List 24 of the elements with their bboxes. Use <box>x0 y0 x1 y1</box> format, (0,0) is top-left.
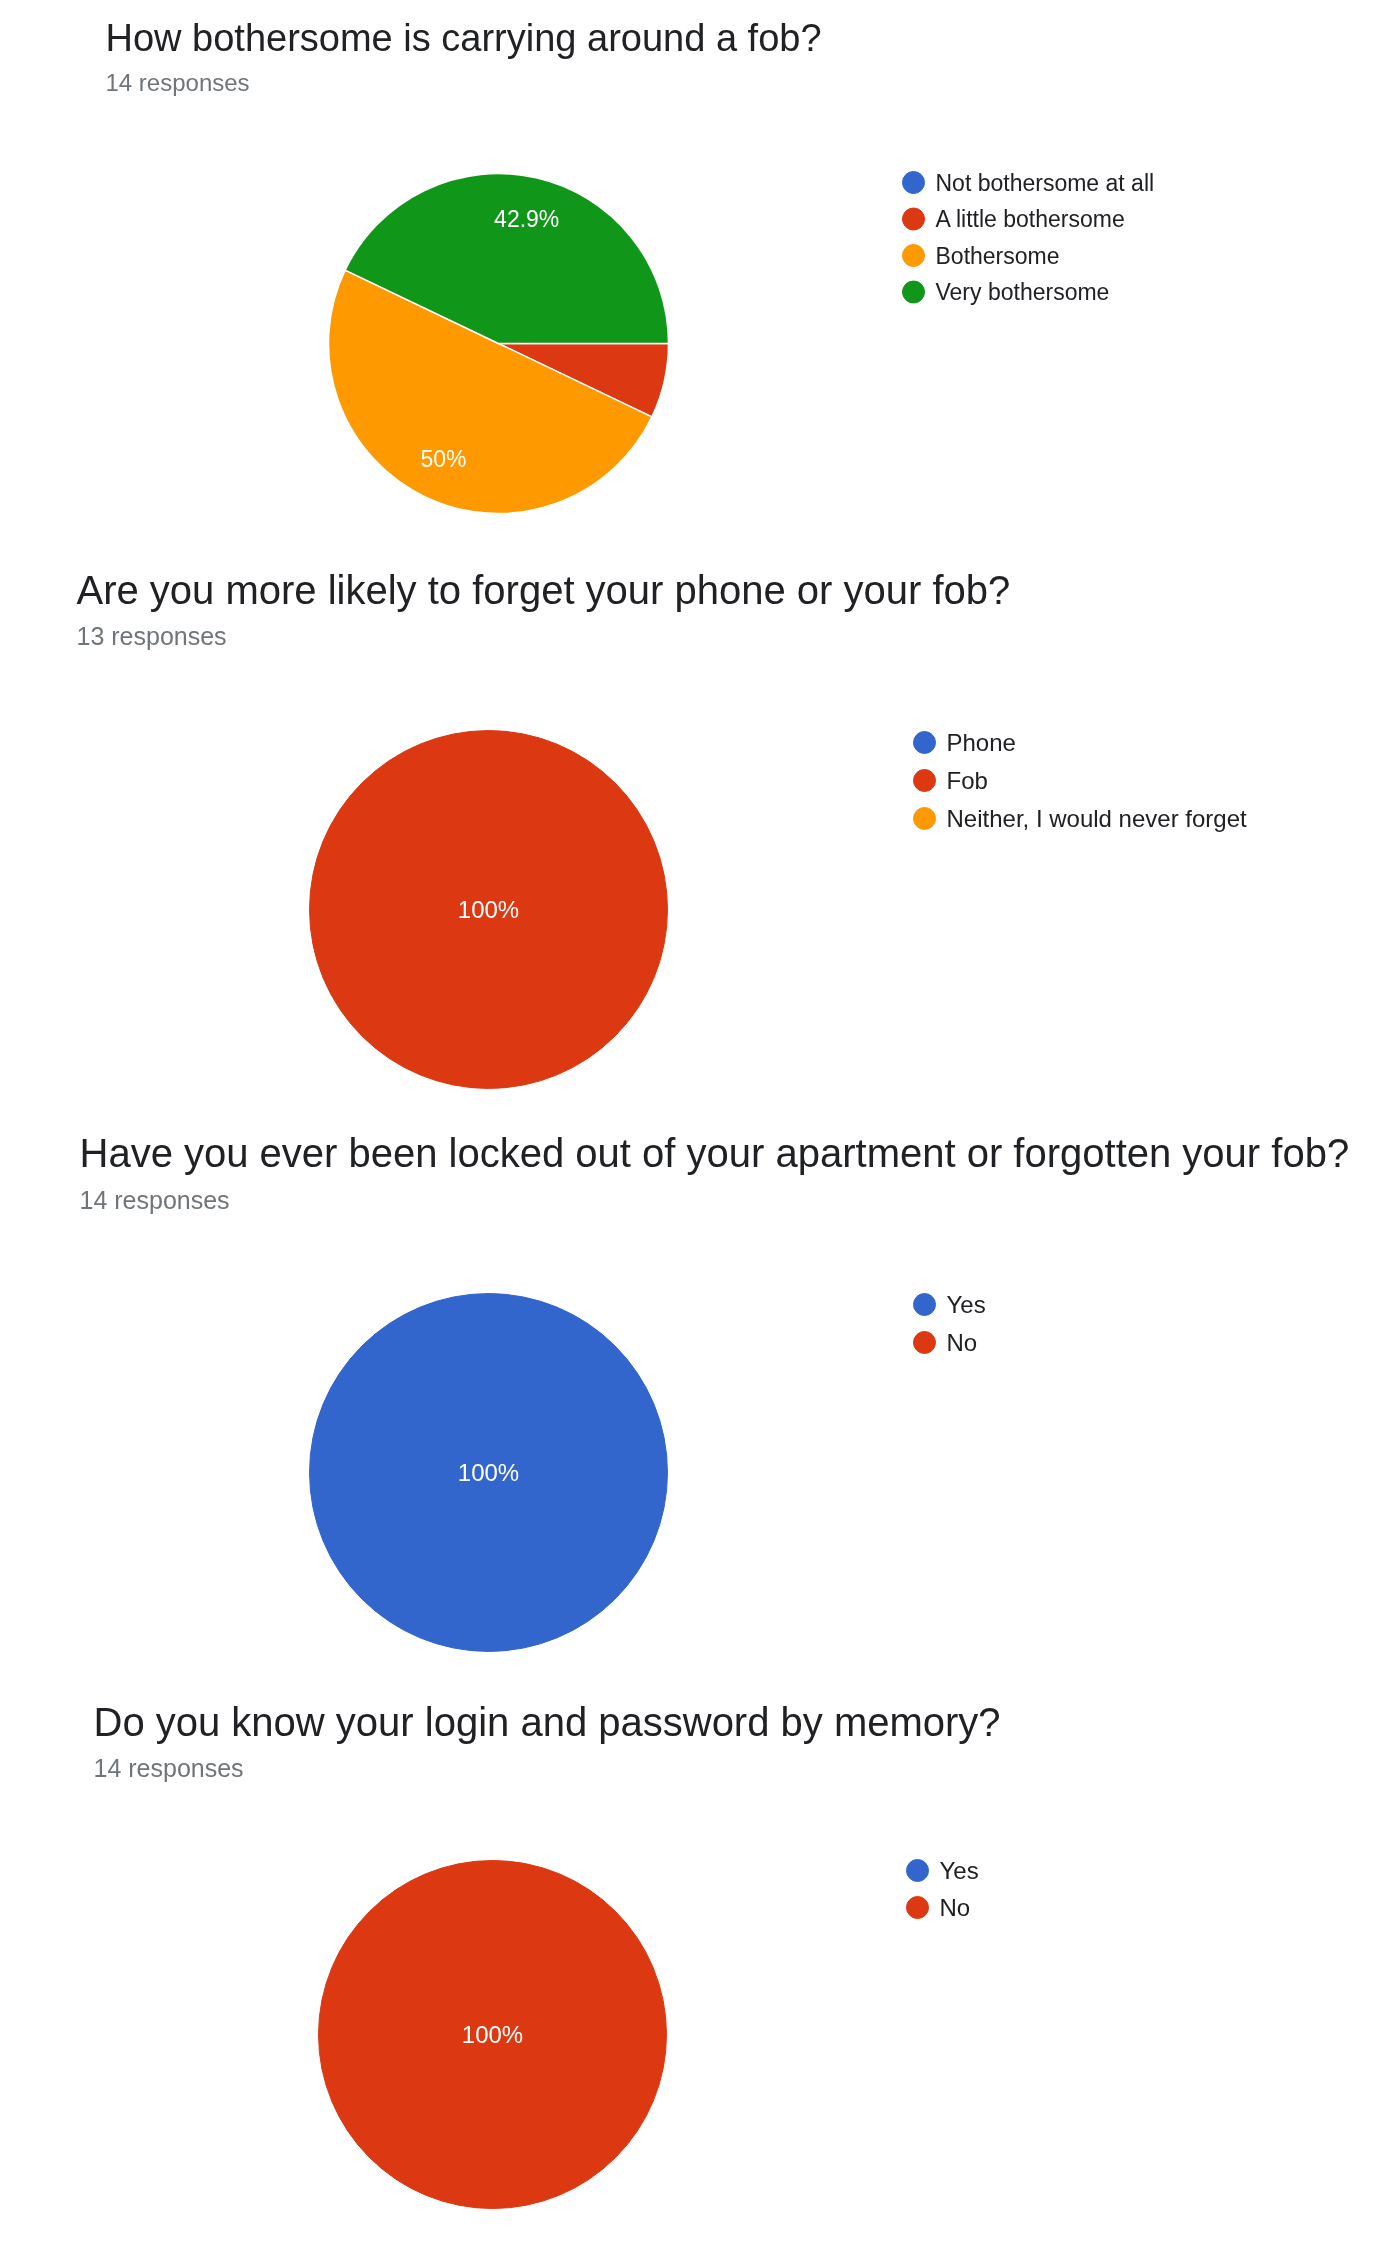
legend-label: Yes <box>939 1857 979 1884</box>
legend-label: No <box>939 1894 971 1921</box>
legend-label: Yes <box>946 1291 986 1318</box>
data-label: 100% <box>457 1459 520 1486</box>
legend-label: Not bothersome at all <box>935 169 1155 196</box>
legend-label: Very bothersome <box>935 279 1110 305</box>
chart-title: Have you ever been locked out of your apartment or forgotten your fob? <box>79 1130 1350 1175</box>
chart-title: Do you know your login and password by memory? <box>93 1699 1001 1744</box>
data-label: 100% <box>457 896 520 923</box>
chart-title: How bothersome is carrying around a fob? <box>105 16 822 59</box>
legend-label: No <box>946 1329 978 1356</box>
chart-subtitle: 14 responses <box>79 1185 230 1214</box>
data-label: 50% <box>420 445 467 472</box>
legend-label: Fob <box>946 767 988 794</box>
legend-label: Phone <box>946 729 1016 756</box>
data-label: 100% <box>461 2021 524 2048</box>
legend-label: Neither, I would never forget <box>946 805 1247 832</box>
chart-subtitle: 13 responses <box>76 621 227 650</box>
data-label: 42.9% <box>494 206 560 233</box>
legend-label: Bothersome <box>935 242 1060 269</box>
chart-subtitle: 14 responses <box>93 1753 244 1782</box>
legend-label: A little bothersome <box>935 206 1125 232</box>
chart-title: Are you more likely to forget your phone or your fob? <box>76 567 1011 612</box>
chart-subtitle: 14 responses <box>105 69 250 96</box>
